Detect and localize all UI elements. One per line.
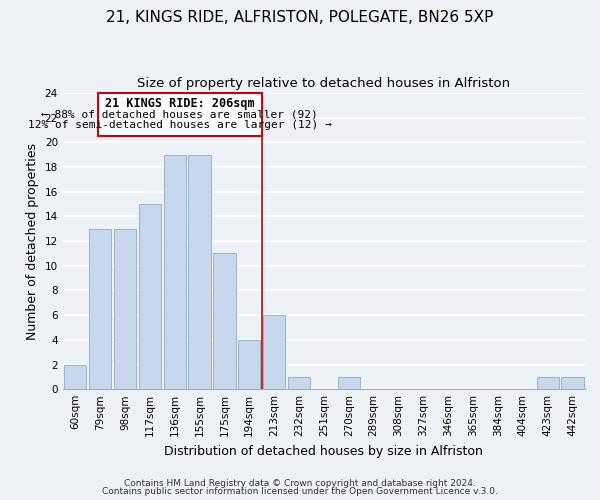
Text: Contains public sector information licensed under the Open Government Licence v.: Contains public sector information licen…	[102, 487, 498, 496]
Bar	[288, 377, 310, 389]
Bar	[536, 377, 559, 389]
FancyBboxPatch shape	[98, 93, 262, 136]
Bar	[338, 377, 360, 389]
Bar	[64, 364, 86, 389]
X-axis label: Distribution of detached houses by size in Alfriston: Distribution of detached houses by size …	[164, 444, 484, 458]
Title: Size of property relative to detached houses in Alfriston: Size of property relative to detached ho…	[137, 78, 511, 90]
Bar	[562, 377, 584, 389]
Text: ← 88% of detached houses are smaller (92): ← 88% of detached houses are smaller (92…	[41, 109, 318, 119]
Bar	[164, 154, 186, 389]
Bar	[263, 315, 286, 389]
Bar	[238, 340, 260, 389]
Text: Contains HM Land Registry data © Crown copyright and database right 2024.: Contains HM Land Registry data © Crown c…	[124, 478, 476, 488]
Text: 21 KINGS RIDE: 206sqm: 21 KINGS RIDE: 206sqm	[105, 98, 254, 110]
Bar	[213, 254, 236, 389]
Text: 21, KINGS RIDE, ALFRISTON, POLEGATE, BN26 5XP: 21, KINGS RIDE, ALFRISTON, POLEGATE, BN2…	[106, 10, 494, 25]
Bar	[114, 229, 136, 389]
Text: 12% of semi-detached houses are larger (12) →: 12% of semi-detached houses are larger (…	[28, 120, 332, 130]
Y-axis label: Number of detached properties: Number of detached properties	[26, 142, 39, 340]
Bar	[139, 204, 161, 389]
Bar	[89, 229, 111, 389]
Bar	[188, 154, 211, 389]
